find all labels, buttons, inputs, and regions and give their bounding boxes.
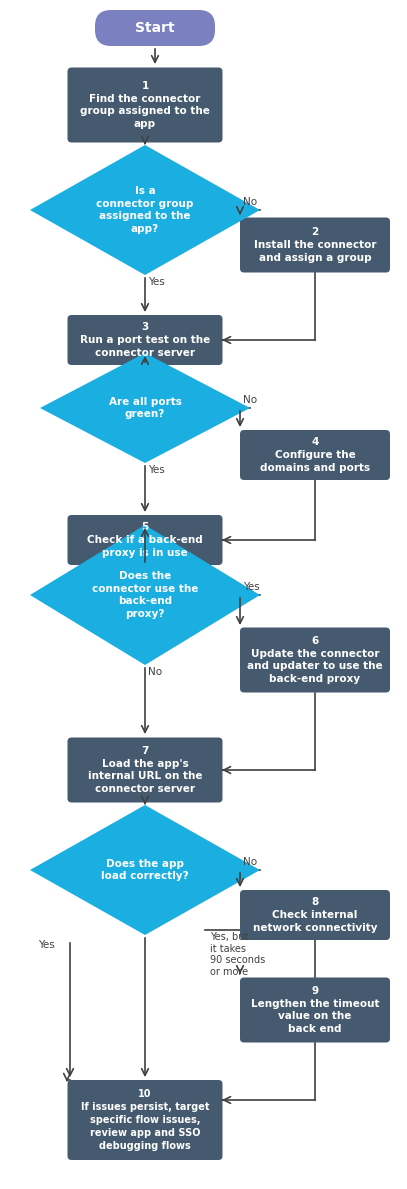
Text: 10
If issues persist, target
specific flow issues,
review app and SSO
debugging : 10 If issues persist, target specific fl…: [81, 1089, 209, 1151]
Text: Start: Start: [135, 21, 175, 34]
Text: No: No: [243, 395, 257, 405]
Text: Does the app
load correctly?: Does the app load correctly?: [101, 858, 189, 881]
FancyBboxPatch shape: [68, 315, 223, 365]
FancyBboxPatch shape: [95, 10, 215, 46]
FancyBboxPatch shape: [68, 68, 223, 143]
FancyBboxPatch shape: [240, 218, 390, 272]
Polygon shape: [30, 805, 260, 935]
Text: 8
Check internal
network connectivity: 8 Check internal network connectivity: [253, 898, 377, 933]
FancyBboxPatch shape: [68, 737, 223, 803]
FancyBboxPatch shape: [240, 430, 390, 480]
Text: Does the
connector use the
back-end
proxy?: Does the connector use the back-end prox…: [92, 571, 198, 619]
Polygon shape: [30, 145, 260, 275]
Text: Is a
connector group
assigned to the
app?: Is a connector group assigned to the app…: [96, 185, 194, 234]
FancyBboxPatch shape: [240, 977, 390, 1043]
Text: Yes, but
it takes
90 seconds
or more: Yes, but it takes 90 seconds or more: [210, 932, 265, 977]
Text: Are all ports
green?: Are all ports green?: [109, 397, 182, 420]
Text: 3
Run a port test on the
connector server: 3 Run a port test on the connector serve…: [80, 322, 210, 358]
Text: 9
Lengthen the timeout
value on the
back end: 9 Lengthen the timeout value on the back…: [251, 986, 379, 1034]
Text: Yes: Yes: [243, 581, 260, 592]
Text: 6
Update the connector
and updater to use the
back-end proxy: 6 Update the connector and updater to us…: [247, 636, 383, 684]
FancyBboxPatch shape: [240, 628, 390, 692]
FancyBboxPatch shape: [68, 515, 223, 565]
Text: 5
Check if a back-end
proxy is in use: 5 Check if a back-end proxy is in use: [87, 522, 203, 558]
FancyBboxPatch shape: [68, 1080, 223, 1160]
Text: No: No: [243, 197, 257, 207]
Text: Yes: Yes: [38, 940, 55, 950]
Text: Yes: Yes: [148, 465, 165, 474]
Polygon shape: [40, 353, 250, 463]
Text: 7
Load the app's
internal URL on the
connector server: 7 Load the app's internal URL on the con…: [88, 746, 202, 794]
Text: 4
Configure the
domains and ports: 4 Configure the domains and ports: [260, 438, 370, 473]
FancyBboxPatch shape: [240, 891, 390, 940]
Text: Yes: Yes: [148, 277, 165, 287]
Text: 2
Install the connector
and assign a group: 2 Install the connector and assign a gro…: [254, 227, 376, 263]
Text: No: No: [243, 857, 257, 867]
Text: 1
Find the connector
group assigned to the
app: 1 Find the connector group assigned to t…: [80, 81, 210, 130]
Polygon shape: [30, 526, 260, 665]
Text: No: No: [148, 667, 162, 677]
